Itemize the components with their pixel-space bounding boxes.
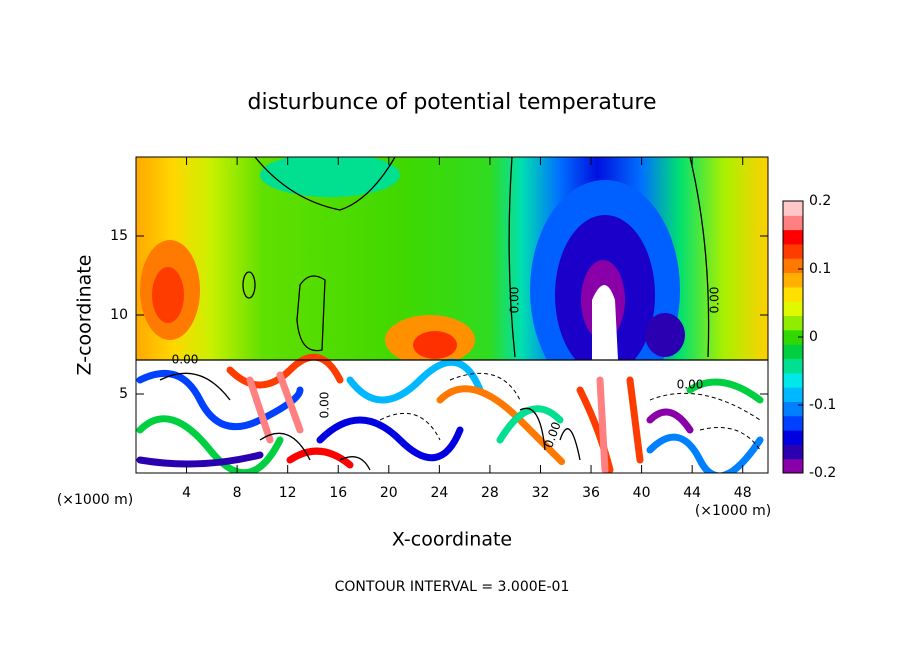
y-axis-label: Z-coordinate <box>74 255 96 376</box>
contour-label: 0.00 <box>708 287 722 314</box>
chart-title: disturbunce of potential temperature <box>248 90 657 115</box>
colorbar-segment <box>783 458 803 474</box>
field <box>136 157 768 473</box>
colorbar-segment <box>783 301 803 317</box>
contour-label: 0.00 <box>508 287 522 314</box>
colorbar-segment <box>783 229 803 245</box>
contour-label: 0.00 <box>677 378 704 392</box>
colorbar-tick-label: 0.1 <box>809 261 831 277</box>
colorbar-segment <box>783 201 803 216</box>
colorbar-segment <box>783 329 803 345</box>
colorbar-segment <box>783 215 803 231</box>
colorbar-tick-label: -0.1 <box>809 397 836 413</box>
colorbar-segment <box>783 286 803 302</box>
colorbar-segment <box>783 358 803 374</box>
x-axis-label: X-coordinate <box>392 529 512 551</box>
colorbar-segment <box>783 272 803 288</box>
colorbar-segment <box>783 387 803 402</box>
x-tick-label: 44 <box>683 485 701 501</box>
y-tick-label: 15 <box>110 228 128 244</box>
x-tick-label: 28 <box>481 485 499 501</box>
colorbar-segment <box>783 243 803 259</box>
colorbar-segment <box>783 258 803 274</box>
footer-note: CONTOUR INTERVAL = 3.000E-01 <box>335 579 570 595</box>
x-tick-label: 32 <box>532 485 550 501</box>
colorbar-tick-label: 0 <box>809 329 818 345</box>
y-tick-label: 10 <box>110 307 128 323</box>
x-tick-label: 8 <box>233 485 242 501</box>
colorbar-tick-label: 0.2 <box>809 193 831 209</box>
x-tick-label: 48 <box>734 485 752 501</box>
colorbar-segment <box>783 372 803 388</box>
colorbar-tick-label: -0.2 <box>809 465 836 481</box>
y-tick-label: 5 <box>119 386 128 402</box>
contour-label: 0.00 <box>172 353 199 367</box>
contour-label: 0.00 <box>318 392 332 419</box>
x-tick-label: 16 <box>329 485 347 501</box>
x-tick-label: 40 <box>633 485 651 501</box>
colorbar-segment <box>783 430 803 445</box>
colorbar-segment <box>783 315 803 331</box>
x-tick-label: 4 <box>182 485 191 501</box>
colorbar-segment <box>783 444 803 460</box>
x-tick-label: 24 <box>430 485 448 501</box>
x-tick-label: 20 <box>380 485 398 501</box>
x-tick-label: 36 <box>582 485 600 501</box>
colorbar-segment <box>783 415 803 431</box>
x-tick-label: 12 <box>279 485 297 501</box>
x-unit-label: (×1000 m) <box>695 503 771 519</box>
y-unit-label: (×1000 m) <box>57 492 133 508</box>
colorbar-segment <box>783 344 803 359</box>
colorbar-segment <box>783 401 803 417</box>
